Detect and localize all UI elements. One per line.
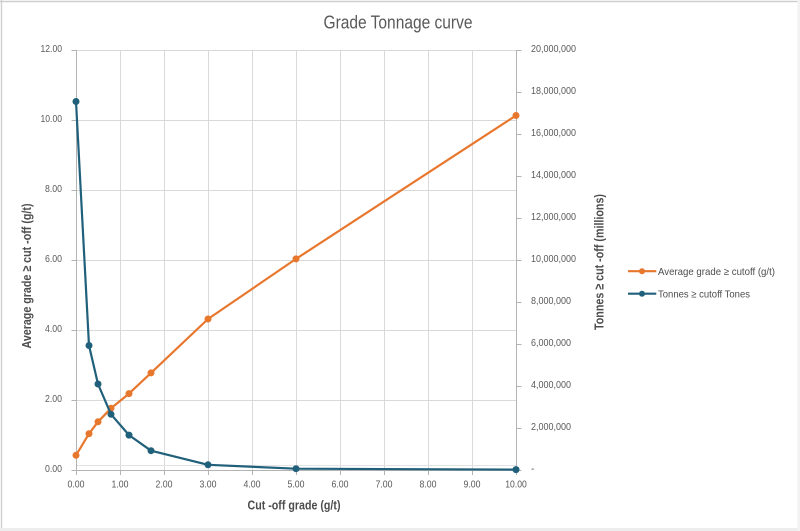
svg-text:10.00: 10.00 <box>505 478 527 490</box>
svg-text:14,000,000: 14,000,000 <box>531 169 576 181</box>
svg-text:0.00: 0.00 <box>68 478 85 490</box>
svg-text:5.00: 5.00 <box>288 478 305 490</box>
svg-text:Tonnes ≥ cut -off (millions): Tonnes ≥ cut -off (millions) <box>592 194 607 330</box>
svg-text:8,000,000: 8,000,000 <box>531 295 571 307</box>
svg-text:4,000,000: 4,000,000 <box>531 379 571 391</box>
svg-text:6.00: 6.00 <box>332 478 349 490</box>
svg-text:16,000,000: 16,000,000 <box>531 127 576 139</box>
svg-text:3.00: 3.00 <box>200 478 217 490</box>
svg-text:12.00: 12.00 <box>41 43 63 55</box>
svg-text:Average grade ≥ cut -off (g/t): Average grade ≥ cut -off (g/t) <box>19 204 34 349</box>
svg-text:2,000,000: 2,000,000 <box>531 421 571 433</box>
svg-text:2.00: 2.00 <box>45 393 62 405</box>
svg-text:Tonnes ≥ cutoff Tones: Tonnes ≥ cutoff Tones <box>658 288 750 300</box>
svg-text:4.00: 4.00 <box>244 478 261 490</box>
svg-text:10.00: 10.00 <box>41 113 63 125</box>
svg-text:6.00: 6.00 <box>45 253 62 265</box>
svg-text:4.00: 4.00 <box>45 323 62 335</box>
svg-text:Cut -off grade (g/t): Cut -off grade (g/t) <box>248 498 341 513</box>
svg-text:1.00: 1.00 <box>112 478 129 490</box>
svg-text:8.00: 8.00 <box>420 478 437 490</box>
svg-text:-: - <box>531 463 535 475</box>
svg-text:20,000,000: 20,000,000 <box>531 43 576 55</box>
svg-text:6,000,000: 6,000,000 <box>531 337 571 349</box>
svg-text:Average grade ≥ cutoff (g/t): Average grade ≥ cutoff (g/t) <box>658 266 775 278</box>
svg-text:12,000,000: 12,000,000 <box>531 211 576 223</box>
svg-text:18,000,000: 18,000,000 <box>531 85 576 97</box>
svg-text:10,000,000: 10,000,000 <box>531 253 576 265</box>
svg-text:2.00: 2.00 <box>156 478 173 490</box>
svg-text:Grade Tonnage curve: Grade Tonnage curve <box>324 12 473 32</box>
svg-text:7.00: 7.00 <box>376 478 393 490</box>
svg-text:9.00: 9.00 <box>464 478 481 490</box>
svg-text:0.00: 0.00 <box>45 463 62 475</box>
svg-text:8.00: 8.00 <box>45 183 62 195</box>
